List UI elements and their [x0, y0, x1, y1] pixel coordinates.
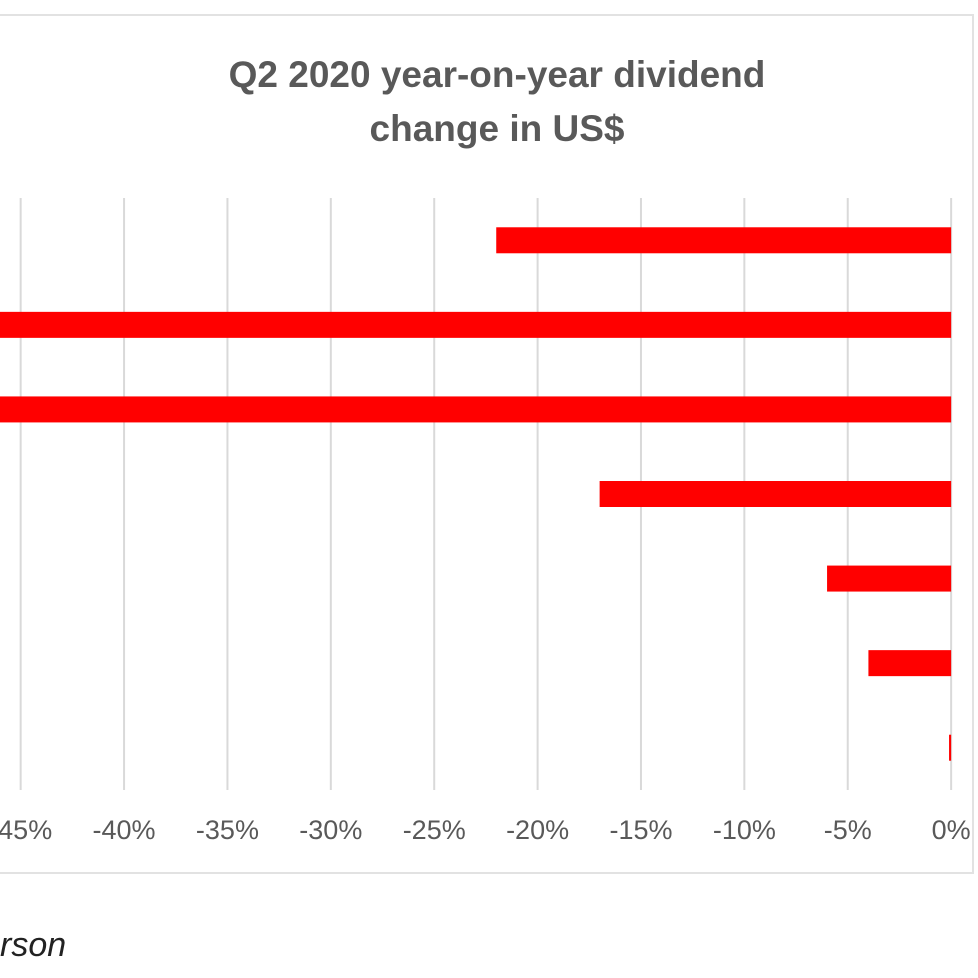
- bar: [599, 481, 952, 507]
- bar: [949, 734, 952, 761]
- x-tick-label: 0%: [932, 815, 971, 845]
- x-tick-label: -15%: [609, 815, 672, 845]
- x-tick-label: -25%: [403, 815, 466, 845]
- bar: [0, 311, 952, 338]
- bar: [827, 565, 952, 592]
- bar: [868, 650, 952, 677]
- source-note: rson: [0, 926, 67, 964]
- x-tick-label: -5%: [824, 815, 872, 845]
- x-tick-label: -20%: [506, 815, 569, 845]
- chart-title: Q2 2020 year-on-year dividend change in …: [228, 54, 766, 149]
- x-tick-label: -35%: [196, 815, 259, 845]
- x-tick-label: -45%: [0, 815, 52, 845]
- chart-frame: [0, 14, 974, 874]
- x-tick-label: -40%: [93, 815, 156, 845]
- x-tick-label: -30%: [299, 815, 362, 845]
- x-tick-label: -10%: [713, 815, 776, 845]
- bar: [0, 396, 952, 423]
- bar: [496, 227, 952, 254]
